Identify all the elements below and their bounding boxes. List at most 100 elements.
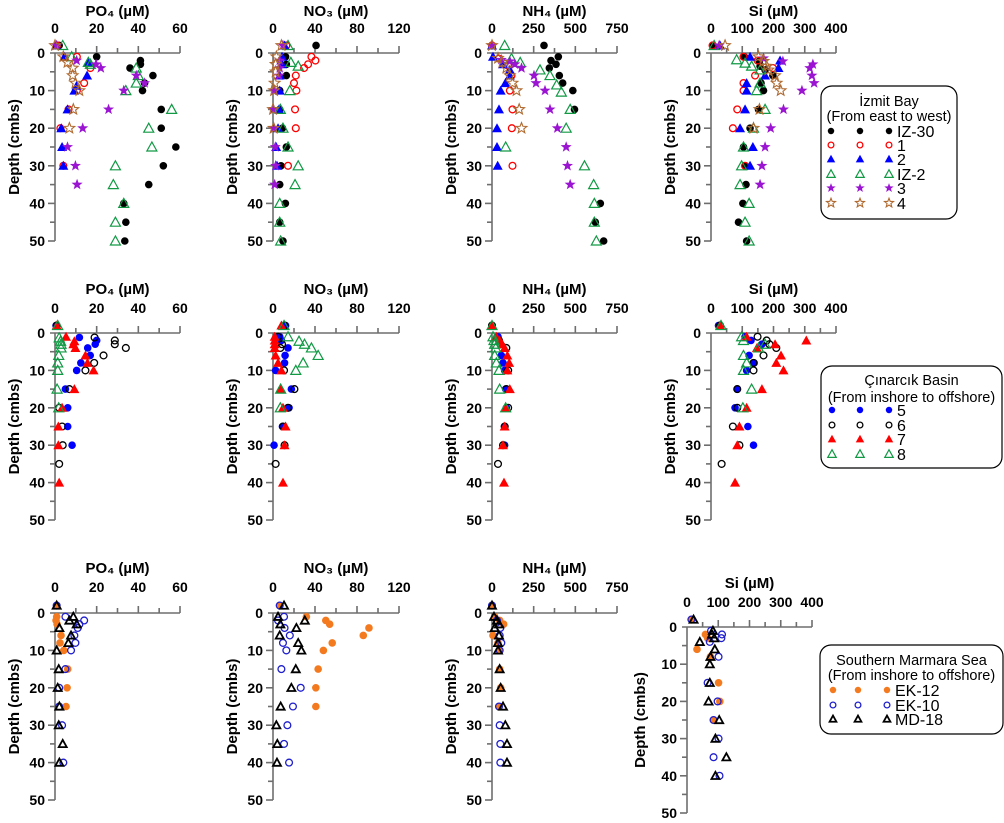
data-point <box>293 334 306 346</box>
data-point <box>499 140 512 152</box>
data-point <box>59 646 68 655</box>
data-point <box>500 402 511 412</box>
data-point <box>120 237 129 245</box>
data-point <box>486 330 500 342</box>
data-point <box>61 331 72 341</box>
y-axis-label: Depth (cmbs) <box>6 659 23 755</box>
data-point <box>756 54 771 68</box>
series-4 <box>485 38 529 134</box>
data-point <box>759 59 774 72</box>
data-point <box>62 104 73 114</box>
data-point <box>487 320 497 330</box>
data-point <box>754 63 767 75</box>
data-point <box>274 629 286 640</box>
y-tick-label: 30 <box>29 158 45 174</box>
series-7 <box>487 320 515 487</box>
data-point <box>777 55 789 66</box>
data-point <box>504 357 515 367</box>
x-tick-label: 120 <box>387 20 411 36</box>
data-point <box>109 234 122 246</box>
x-tick-label: 200 <box>762 20 786 36</box>
data-point <box>489 622 501 633</box>
legend-marker <box>826 154 836 163</box>
data-point <box>804 62 816 73</box>
data-point <box>747 142 758 151</box>
legend-marker <box>883 686 891 694</box>
y-axis-label: Depth (cmbs) <box>443 99 460 195</box>
y-tick-label: 30 <box>29 717 45 733</box>
data-point <box>276 365 287 375</box>
data-point <box>292 59 305 71</box>
data-point <box>496 758 505 767</box>
series-4 <box>48 38 87 134</box>
data-point <box>279 440 290 450</box>
data-point <box>72 366 81 375</box>
data-point <box>493 459 503 468</box>
data-point <box>75 333 84 342</box>
data-point <box>67 610 79 621</box>
data-point <box>771 357 782 367</box>
data-point <box>496 739 505 748</box>
data-point <box>754 178 766 190</box>
legend-box <box>820 365 1003 469</box>
legend-entry-label: EK-12 <box>895 683 940 700</box>
data-point <box>560 121 573 133</box>
data-point <box>51 356 64 368</box>
data-point <box>55 341 68 353</box>
data-point <box>77 122 89 133</box>
y-tick-label: 20 <box>29 400 45 416</box>
data-point <box>281 330 295 342</box>
data-point <box>743 197 756 208</box>
x-tick-label: 80 <box>349 20 365 36</box>
data-point <box>280 421 291 431</box>
data-point <box>275 384 286 394</box>
data-point <box>703 695 715 706</box>
y-tick-label: 30 <box>247 717 263 733</box>
series-ek-12 <box>52 601 72 711</box>
legend-southern-marmara-sea: Southern Marmara Sea(From inshore to off… <box>819 644 1004 735</box>
data-point <box>281 140 295 152</box>
data-point <box>71 178 83 190</box>
panel-narck-si-7: Si (µM) 0 100 200 300 400 0 10 20 30 40 50 Depth (cm… <box>662 281 848 528</box>
data-point <box>486 39 498 51</box>
data-point <box>485 319 499 331</box>
x-tick-label: 80 <box>349 300 365 316</box>
legend-cinarcik-basin: Çınarcık Basin(From inshore to offshore)… <box>820 365 1003 469</box>
data-point <box>269 342 280 352</box>
data-point <box>51 382 64 394</box>
x-tick-label: 80 <box>349 579 365 595</box>
y-tick-label: 50 <box>247 233 263 249</box>
data-point <box>277 477 288 487</box>
series-md-18 <box>270 599 311 767</box>
panel-izmit-si-3: Si (µM) 0 100 200 300 400 0 10 20 30 40 50 Depth (cm… <box>662 3 848 249</box>
data-point <box>714 652 723 661</box>
data-point <box>270 719 282 730</box>
y-tick-label: 50 <box>466 233 482 249</box>
data-point <box>312 349 325 361</box>
legend-marker <box>856 421 864 429</box>
data-point <box>290 385 299 394</box>
legend-entry: 2 <box>826 152 906 169</box>
legend-marker <box>854 168 866 178</box>
panel-title: NH₄ (µM) <box>522 281 586 298</box>
y-tick-label: 20 <box>247 400 263 416</box>
y-tick-label: 40 <box>247 195 263 211</box>
data-point <box>292 637 304 648</box>
panel-title: NO₃ (µM) <box>304 560 369 577</box>
legend-entry: IZ-30 <box>827 124 934 141</box>
legend-entry-label: 5 <box>897 403 906 420</box>
y-tick-label: 0 <box>255 605 263 621</box>
y-tick-label: 50 <box>661 805 677 821</box>
data-point <box>493 629 505 640</box>
data-point <box>56 49 71 63</box>
data-point <box>739 56 752 68</box>
data-point <box>490 356 503 368</box>
y-tick-label: 40 <box>661 768 677 784</box>
data-point <box>109 159 122 171</box>
data-point <box>734 178 747 190</box>
legend-marker <box>825 168 837 178</box>
x-tick-label: 0 <box>488 300 496 316</box>
data-point <box>289 178 302 190</box>
data-point <box>297 356 310 368</box>
legend-marker <box>885 406 893 414</box>
